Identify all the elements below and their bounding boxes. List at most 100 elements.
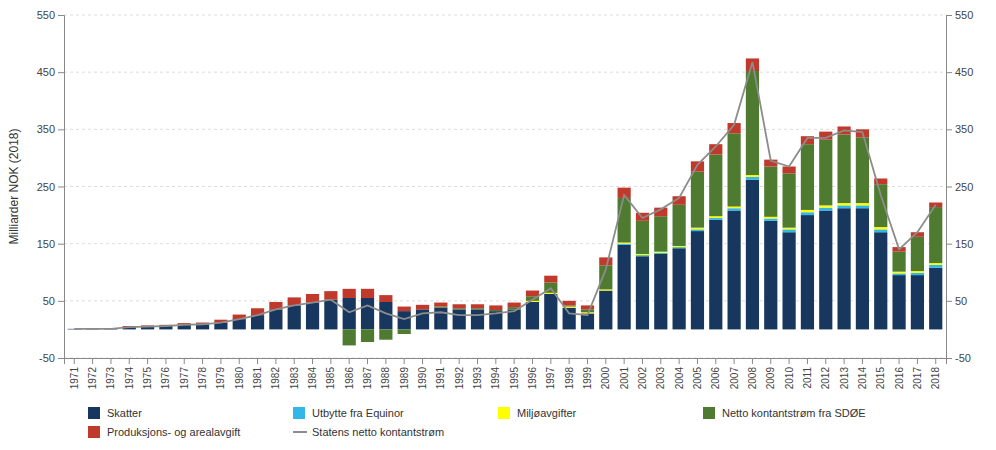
tick: 550 — [37, 9, 64, 21]
tick-mark — [734, 358, 735, 364]
bar — [709, 216, 722, 218]
tick: 1971 — [69, 358, 80, 389]
tick-mark — [807, 358, 808, 364]
bar — [196, 329, 209, 330]
bar-series — [618, 177, 943, 275]
bar — [618, 245, 631, 330]
tick: 1997 — [545, 358, 556, 389]
tick-label: 250 — [37, 181, 55, 193]
bar — [434, 329, 447, 330]
bar — [251, 329, 264, 330]
tick: 1995 — [509, 358, 520, 389]
tick-mark — [660, 358, 661, 364]
chart: 1971197219731974197519761977197819791980… — [0, 0, 996, 450]
tick-label: 2007 — [729, 367, 740, 390]
bar — [746, 177, 759, 180]
bar — [398, 311, 411, 329]
tick-mark — [587, 358, 588, 364]
tick-label: 2004 — [674, 367, 685, 390]
tick-label: 1989 — [399, 367, 410, 390]
bar — [801, 212, 814, 215]
bar — [544, 294, 557, 329]
tick: 2015 — [875, 358, 886, 389]
bar — [874, 229, 887, 232]
legend-item: Produksjons- og arealavgift — [88, 426, 240, 438]
bar — [783, 229, 796, 232]
bar — [728, 207, 741, 209]
axis: -5050150250350450550 — [37, 9, 65, 364]
bar — [471, 329, 484, 330]
bar — [783, 173, 796, 227]
tick-mark — [330, 358, 331, 364]
bar — [526, 291, 539, 297]
bar — [929, 265, 942, 268]
bar — [324, 329, 337, 330]
bar — [123, 329, 136, 330]
bar — [709, 220, 722, 330]
axis: 1971197219731974197519761977197819791980… — [65, 358, 947, 389]
bar — [801, 210, 814, 212]
tick: 1973 — [105, 358, 116, 389]
tick-label: 1975 — [142, 367, 153, 390]
legend-label: Statens netto kontantstrøm — [312, 426, 444, 438]
bar — [691, 231, 704, 329]
tick-mark — [825, 358, 826, 364]
bar — [233, 329, 246, 330]
bar — [911, 275, 924, 329]
tick: -50 — [39, 352, 64, 364]
bar — [288, 329, 301, 330]
tick: 550 — [946, 9, 973, 21]
bar — [159, 329, 172, 330]
bar — [196, 329, 209, 330]
tick-label: 1982 — [270, 367, 281, 390]
bar — [929, 207, 942, 263]
tick: 2018 — [930, 358, 941, 389]
legend-item: Utbytte fra Equinor — [293, 407, 404, 419]
tick-label: 1974 — [124, 367, 135, 390]
tick-label: 2013 — [839, 367, 850, 390]
tick-mark — [422, 358, 423, 364]
bar — [801, 144, 814, 210]
tick-label: 550 — [955, 9, 973, 21]
bar — [269, 329, 282, 330]
bar — [673, 247, 686, 248]
tick: 1999 — [582, 358, 593, 389]
legend-item: Skatter — [88, 407, 142, 419]
legend-label: Produksjons- og arealavgift — [107, 426, 240, 438]
tick-label: 50 — [43, 295, 55, 307]
tick-label: 2000 — [600, 367, 611, 390]
bar — [453, 329, 466, 330]
bar — [636, 256, 649, 329]
tick: 2010 — [784, 358, 795, 389]
bar — [728, 208, 741, 210]
tick-mark — [477, 358, 478, 364]
tick: 1978 — [197, 358, 208, 389]
bar — [856, 208, 869, 329]
tick-mark — [715, 358, 716, 364]
tick: 1983 — [289, 358, 300, 389]
bar — [709, 154, 722, 216]
marks — [68, 58, 943, 345]
tick: 1976 — [160, 358, 171, 389]
tick-label: 2006 — [710, 367, 721, 390]
bar — [728, 133, 741, 206]
tick-label: 2017 — [912, 367, 923, 390]
bar — [178, 329, 191, 330]
bar — [306, 329, 319, 330]
tick-mark — [532, 358, 533, 364]
bar — [837, 205, 850, 208]
bar — [764, 219, 777, 221]
bar — [691, 228, 704, 230]
bar — [453, 329, 466, 330]
bar — [324, 329, 337, 330]
bar — [764, 221, 777, 330]
bar — [837, 208, 850, 329]
tick: 2009 — [765, 358, 776, 389]
bar — [837, 203, 850, 205]
tick: 250 — [946, 181, 973, 193]
tick-label: 350 — [37, 123, 55, 135]
tick: 450 — [37, 66, 64, 78]
bar — [709, 218, 722, 220]
tick: 1988 — [380, 358, 391, 389]
tick: 1975 — [142, 358, 153, 389]
